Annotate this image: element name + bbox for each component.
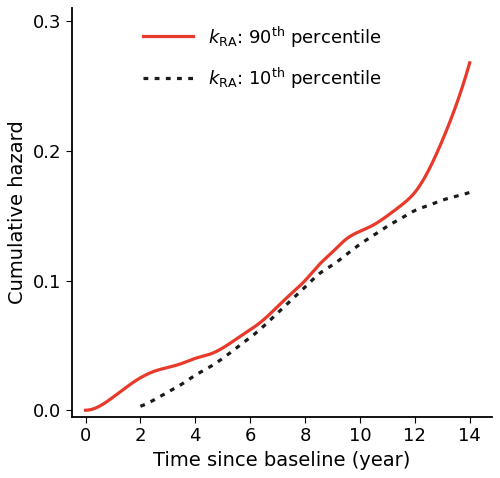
X-axis label: Time since baseline (year): Time since baseline (year) xyxy=(153,451,410,470)
Y-axis label: Cumulative hazard: Cumulative hazard xyxy=(8,120,28,304)
Legend: $k_{\mathrm{RA}}$: 90$^{\mathrm{th}}$ percentile, $k_{\mathrm{RA}}$: 10$^{\mathr: $k_{\mathrm{RA}}$: 90$^{\mathrm{th}}$ pe… xyxy=(136,17,388,98)
